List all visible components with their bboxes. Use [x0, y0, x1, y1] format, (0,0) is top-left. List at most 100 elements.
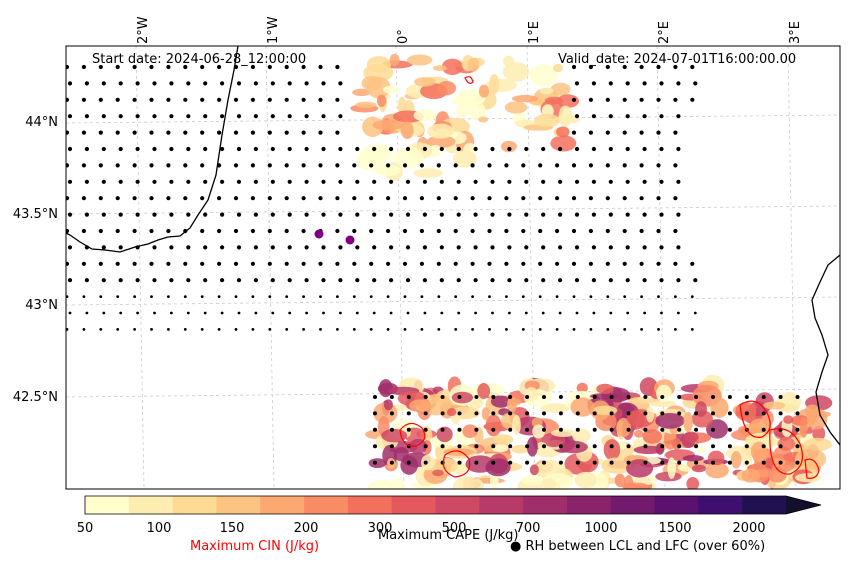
rh-marker [335, 261, 340, 266]
rh-marker [135, 146, 140, 152]
rh-marker [305, 311, 308, 315]
rh-marker [711, 444, 715, 449]
cape-cell [803, 437, 832, 452]
rh-marker [555, 328, 559, 331]
rh-marker [744, 395, 749, 399]
rh-marker [659, 212, 664, 217]
rh-marker [643, 311, 646, 315]
rh-marker [200, 64, 205, 70]
rh-marker [183, 130, 188, 135]
cape-cell [481, 407, 490, 421]
rh-marker [521, 196, 526, 201]
rh-marker [284, 64, 289, 70]
parallel-line [66, 296, 840, 306]
rh-marker [115, 130, 120, 135]
rh-marker [233, 97, 239, 102]
rh-marker [200, 261, 205, 266]
rh-marker [270, 146, 275, 152]
rh-marker [268, 295, 272, 298]
rh-marker [183, 295, 187, 298]
rh-marker [115, 163, 120, 168]
rh-marker [423, 311, 427, 315]
rh-marker [422, 146, 427, 152]
rh-marker [572, 328, 576, 331]
rh-marker [149, 64, 154, 70]
rh-marker [81, 97, 86, 102]
lon-label-2w: 2°W [136, 16, 151, 44]
rh-marker [660, 411, 665, 416]
rh-marker [233, 196, 239, 201]
rh-marker [457, 427, 462, 432]
cape-cell [382, 85, 399, 94]
rh-marker [67, 278, 73, 283]
rh-marker [150, 295, 153, 298]
rh-marker [253, 245, 258, 250]
rh-marker [169, 179, 174, 184]
rh-marker [118, 179, 123, 184]
rh-marker [336, 295, 339, 298]
cape-cell [767, 467, 787, 483]
rh-marker [102, 311, 106, 315]
rh-marker [186, 81, 191, 86]
rh-marker [166, 196, 171, 201]
rh-marker [98, 196, 103, 201]
rh-marker [66, 228, 70, 234]
start-date-label: Start date: 2024-06-28_12:00:00 [92, 52, 307, 67]
rh-marker [287, 114, 292, 119]
rh-marker [132, 163, 137, 168]
rh-marker [571, 196, 577, 201]
cin-contour [399, 422, 426, 447]
rh-marker [167, 295, 170, 298]
rh-marker [591, 278, 597, 283]
rh-marker [270, 212, 275, 217]
rh-marker [422, 245, 427, 250]
rh-marker [335, 228, 340, 234]
rh-marker [440, 427, 445, 432]
lon-label-1w: 1°W [266, 16, 281, 44]
rh-marker [250, 163, 255, 168]
rh-marker [504, 196, 509, 201]
rh-marker [525, 460, 530, 465]
rh-marker [558, 311, 562, 315]
rh-marker [389, 460, 394, 465]
rh-marker [778, 411, 783, 416]
cape-cell [567, 390, 596, 401]
colorbar-segment [479, 496, 524, 514]
cape-cell [383, 399, 393, 411]
cape-cell [524, 387, 538, 402]
rh-marker [575, 460, 580, 465]
rh-marker [571, 97, 577, 102]
rh-marker [287, 245, 292, 250]
rh-marker [115, 97, 120, 102]
rh-marker [237, 311, 241, 315]
rh-marker [642, 278, 647, 283]
rh-marker [136, 311, 140, 315]
rh-marker [690, 261, 695, 266]
rh-marker [321, 278, 326, 283]
rh-marker [555, 261, 560, 266]
cape-cell [372, 119, 404, 131]
colorbar-tick: 700 [515, 521, 541, 536]
rh-marker [420, 295, 424, 298]
cape-cell [621, 482, 649, 489]
rh-marker [660, 427, 665, 432]
cape-cell [655, 412, 685, 429]
meridian-line [135, 46, 145, 489]
rh-marker [419, 163, 424, 168]
rh-marker [321, 114, 326, 119]
rh-marker [558, 278, 563, 283]
rh-marker [592, 395, 597, 399]
rh-marker [626, 427, 631, 432]
rh-marker [436, 228, 441, 234]
rh-marker [133, 328, 137, 331]
rh-marker [521, 163, 526, 168]
rh-marker [169, 114, 174, 119]
rh-marker [453, 163, 458, 168]
rh-marker [267, 163, 272, 168]
rh-marker [338, 278, 343, 283]
rh-marker [608, 212, 613, 217]
cape-cell [730, 450, 742, 469]
rh-marker [524, 311, 528, 315]
rh-marker [301, 196, 306, 201]
rh-marker [287, 81, 292, 86]
